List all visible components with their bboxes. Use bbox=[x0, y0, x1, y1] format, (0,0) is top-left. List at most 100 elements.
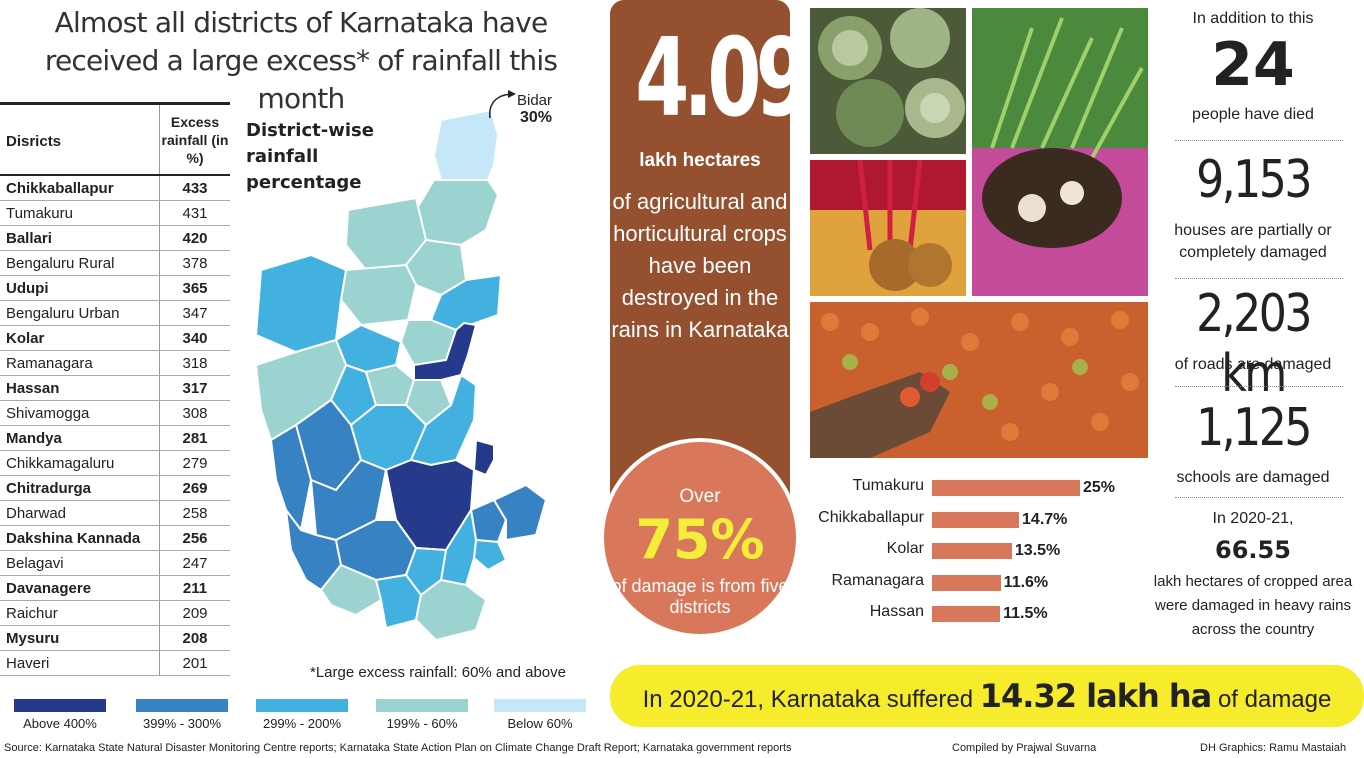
banner-suffix: of damage bbox=[1217, 686, 1332, 713]
map-district-bengaluru-urban bbox=[472, 538, 508, 572]
district-name: Mysuru bbox=[0, 626, 160, 650]
district-name: Shivamogga bbox=[0, 401, 160, 425]
district-name: Chikkaballapur bbox=[0, 176, 160, 200]
table-row: Bengaluru Urban 347 bbox=[0, 301, 230, 326]
excess-value: 340 bbox=[182, 330, 208, 347]
map-district-chamarajanagar bbox=[414, 578, 488, 642]
bar-value-label: 11.6% bbox=[1003, 573, 1049, 591]
circle-percent: 75% bbox=[635, 508, 765, 571]
map-district-gadag bbox=[364, 363, 416, 406]
legend-swatch bbox=[494, 699, 586, 712]
bidar-label: Bidar bbox=[517, 92, 553, 109]
district-name: Bengaluru Urban bbox=[0, 301, 160, 325]
year-label: In 2020-21, bbox=[1212, 510, 1294, 527]
map-caption: District-wise rainfall percentage bbox=[246, 120, 374, 193]
map-district-chikkaballapur bbox=[472, 438, 495, 477]
bar-category-label: Ramanagara bbox=[831, 571, 925, 589]
source-note: Source: Karnataka State Natural Disaster… bbox=[4, 742, 792, 754]
map-footnote: *Large excess rainfall: 60% and above bbox=[310, 664, 566, 681]
legend-label: Above 400% bbox=[23, 716, 97, 731]
district-name: Hassan bbox=[0, 376, 160, 400]
map-district-bagalkot bbox=[339, 263, 418, 327]
bar bbox=[932, 606, 1001, 622]
table-row: Bengaluru Rural 378 bbox=[0, 251, 230, 276]
excess-value: 269 bbox=[182, 480, 208, 497]
map-district-ballari bbox=[413, 321, 478, 381]
bidar-callout: Bidar 30% bbox=[517, 92, 552, 126]
district-name: Chikkamagaluru bbox=[0, 451, 160, 475]
schools-number: 1,125 bbox=[1196, 398, 1312, 458]
excess-value: 279 bbox=[182, 455, 208, 472]
table-row: Hassan 317 bbox=[0, 376, 230, 401]
legend-swatch bbox=[256, 699, 348, 712]
roads-label: of roads are damaged bbox=[1174, 356, 1332, 373]
excess-value: 318 bbox=[182, 355, 208, 372]
stats-divider bbox=[1175, 140, 1343, 141]
legend-swatch bbox=[14, 699, 106, 712]
district-name: Dharwad bbox=[0, 501, 160, 525]
circle-text: of damage is from five districts bbox=[611, 576, 789, 617]
table-row: Chikkamagaluru 279 bbox=[0, 451, 230, 476]
district-name: Belagavi bbox=[0, 551, 160, 575]
tomatoes-photo bbox=[810, 302, 1148, 458]
legend-label: 299% - 200% bbox=[262, 716, 342, 731]
table-row: Haveri 201 bbox=[0, 651, 230, 676]
bar-value-label: 25% bbox=[1083, 479, 1116, 496]
district-name: Udupi bbox=[0, 276, 160, 300]
excess-value: 317 bbox=[182, 380, 208, 397]
bar-category-label: Chikkaballapur bbox=[818, 508, 924, 526]
excess-value: 258 bbox=[182, 505, 208, 522]
deaths-label: people have died bbox=[1192, 106, 1314, 123]
banner-prefix: In 2020-21, Karnataka suffered bbox=[642, 686, 974, 713]
district-name: Tumakuru bbox=[0, 201, 160, 225]
onion-plants-photo bbox=[972, 8, 1148, 296]
district-name: Raichur bbox=[0, 601, 160, 625]
legend-label: 199% - 60% bbox=[386, 716, 458, 731]
deaths-number: 24 bbox=[1211, 30, 1295, 100]
excess-value: 347 bbox=[182, 305, 208, 322]
table-row: Shivamogga 308 bbox=[0, 401, 230, 426]
column-header-excess: Excess rainfall (in %) bbox=[161, 114, 229, 166]
banner-value: 14.32 lakh ha bbox=[979, 677, 1212, 715]
schools-label: schools are damaged bbox=[1176, 469, 1330, 486]
excess-value: 365 bbox=[182, 280, 208, 297]
legend-label: 399% - 300% bbox=[142, 716, 222, 731]
houses-number: 9,153 bbox=[1196, 150, 1312, 210]
district-name: Kolar bbox=[0, 326, 160, 350]
crop-damage-panel: 4.09 lakh hectares of agricultural and h… bbox=[610, 0, 810, 520]
district-name: Mandya bbox=[0, 426, 160, 450]
excess-value: 247 bbox=[182, 555, 208, 572]
excess-value: 433 bbox=[182, 180, 208, 197]
page-title: Almost all districts of Karnataka have r… bbox=[44, 6, 558, 115]
district-name: Ramanagara bbox=[0, 351, 160, 375]
table-row: Raichur 209 bbox=[0, 601, 230, 626]
table-row: Mandya 281 bbox=[0, 426, 230, 451]
legend-swatch bbox=[376, 699, 468, 712]
compiled-by: Compiled by Prajwal Suvarna bbox=[952, 742, 1097, 754]
bar-value-label: 11.5% bbox=[1003, 605, 1048, 622]
beetroot-photo bbox=[810, 160, 966, 296]
bar bbox=[932, 543, 1012, 559]
bar-category-label: Hassan bbox=[869, 603, 924, 620]
karnataka-map bbox=[254, 108, 548, 642]
bidar-pointer-arrow bbox=[489, 90, 516, 119]
national-number: 66.55 bbox=[1215, 536, 1291, 564]
excess-value: 378 bbox=[182, 255, 208, 272]
cabbage-photo bbox=[810, 8, 966, 154]
hectares-number: 4.09 bbox=[635, 16, 810, 141]
excess-value: 420 bbox=[182, 230, 208, 247]
table-row: Chitradurga 269 bbox=[0, 476, 230, 501]
table-row: Ballari 420 bbox=[0, 226, 230, 251]
district-name: Davanagere bbox=[0, 576, 160, 600]
bar bbox=[932, 480, 1080, 496]
hectares-unit: lakh hectares bbox=[639, 150, 761, 171]
district-name: Ballari bbox=[0, 226, 160, 250]
table-row: Udupi 365 bbox=[0, 276, 230, 301]
map-district-bidar bbox=[432, 108, 500, 184]
district-table: Disricts Excess rainfall (in %) Chikkaba… bbox=[0, 102, 230, 676]
stats-divider bbox=[1175, 386, 1343, 387]
table-row: Tumakuru 431 bbox=[0, 201, 230, 226]
excess-value: 281 bbox=[182, 430, 208, 447]
excess-value: 211 bbox=[182, 580, 208, 597]
graphics-credit: DH Graphics: Ramu Mastaiah bbox=[1200, 742, 1347, 754]
